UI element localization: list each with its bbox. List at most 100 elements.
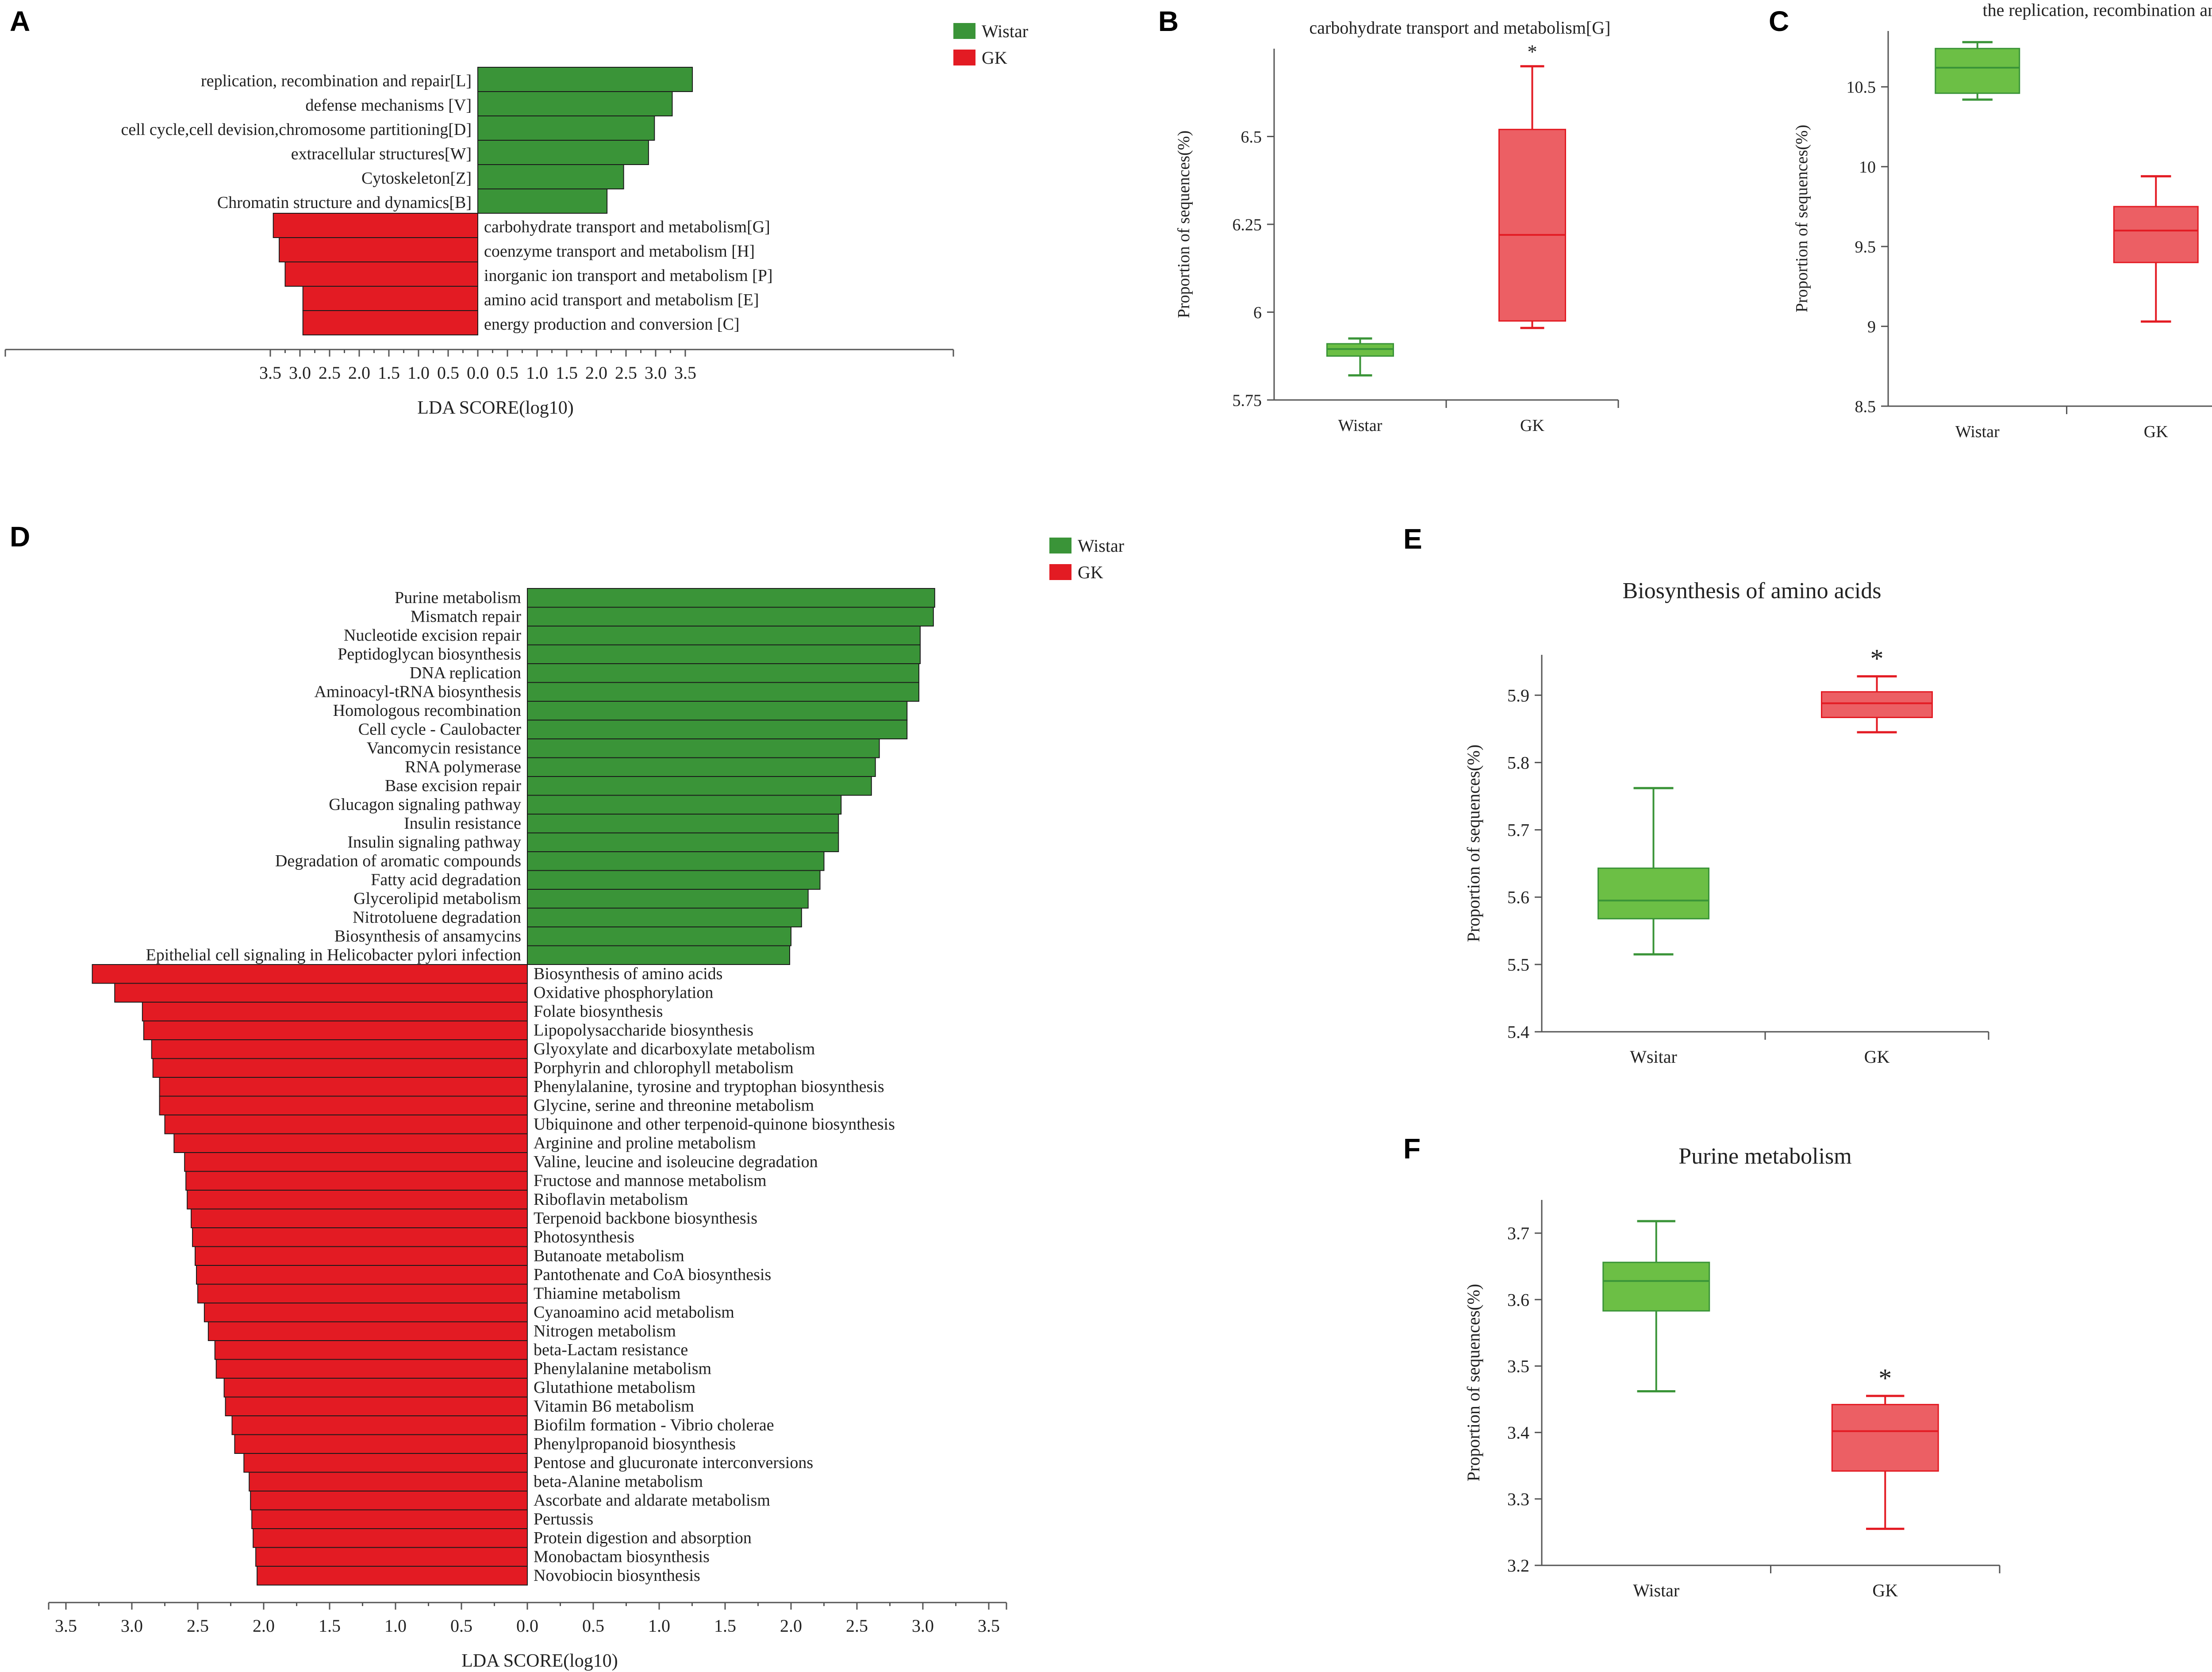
box-iqr xyxy=(1498,129,1566,322)
panel-letter-b: B xyxy=(1158,5,1179,37)
box-iqr xyxy=(1831,1404,1939,1472)
panel-e-boxplot: 5.4 5.5 5.6 5.7 5.8 5.9 Proportion of sequence… xyxy=(1463,578,1989,1067)
bar-label: Biosynthesis of amino acids xyxy=(534,965,722,983)
box-iqr xyxy=(2113,206,2199,263)
bar-label: beta-Lactam resistance xyxy=(534,1341,688,1359)
x-tick-label: 2.0 xyxy=(348,363,370,383)
bar-label: defense mechanisms [V] xyxy=(305,96,472,115)
bar-label: Arginine and proline metabolism xyxy=(534,1134,756,1153)
x-category-label: Wistar xyxy=(1633,1580,1679,1600)
bar-label: Riboflavin metabolism xyxy=(534,1190,688,1209)
x-tick-label: 2.5 xyxy=(187,1616,209,1636)
bar-gk xyxy=(197,1284,528,1303)
bar-label: extracellular structures[W] xyxy=(291,145,472,163)
bar-wistar xyxy=(477,115,655,141)
bar-wistar xyxy=(527,626,921,646)
significance-marker: * xyxy=(1870,644,1884,673)
y-tick-label: 3.6 xyxy=(1507,1290,1529,1310)
bar-label: Lipopolysaccharide biosynthesis xyxy=(534,1021,753,1040)
bar-gk xyxy=(152,1058,528,1078)
bar-wistar xyxy=(527,945,791,965)
bar-wistar xyxy=(527,719,908,739)
y-tick-label: 5.7 xyxy=(1507,820,1529,840)
bar-label: Porphyrin and chlorophyll metabolism xyxy=(534,1059,794,1077)
bar-gk xyxy=(164,1115,528,1134)
bar-wistar xyxy=(477,91,673,116)
x-tick-label: 3.0 xyxy=(912,1616,934,1636)
bar-label: Glucagon signaling pathway xyxy=(329,796,521,814)
y-tick-label: 3.3 xyxy=(1507,1489,1529,1509)
panel-b-boxplot: 5.75 6 6.25 6.5 Proportion of sequences(%) ca… xyxy=(1175,18,1619,435)
bar-label: coenzyme transport and metabolism [H] xyxy=(484,242,755,261)
bar-gk xyxy=(215,1359,528,1379)
bar-wistar xyxy=(527,776,872,796)
y-axis-label: Proportion of sequences(%) xyxy=(1175,131,1193,318)
bar-wistar xyxy=(527,757,876,777)
bar-gk xyxy=(279,237,478,262)
legend-swatch-gk xyxy=(1049,564,1071,580)
bar-wistar xyxy=(527,889,809,909)
x-tick-label: 1.5 xyxy=(378,363,400,383)
bar-gk xyxy=(207,1321,528,1341)
x-tick-label: 0.5 xyxy=(450,1616,472,1636)
x-axis-label: LDA SCORE(log10) xyxy=(417,398,574,418)
legend-label-gk: GK xyxy=(1078,562,1103,582)
bar-label: Mismatch repair xyxy=(411,607,521,626)
x-tick-label: 2.0 xyxy=(780,1616,802,1636)
bar-wistar xyxy=(527,832,839,852)
bar-gk xyxy=(243,1453,528,1473)
bar-label: Pentose and glucuronate interconversions xyxy=(534,1453,813,1472)
x-tick-label: 1.0 xyxy=(648,1616,670,1636)
bar-gk xyxy=(234,1434,528,1454)
bar-label: Chromatin structure and dynamics[B] xyxy=(217,193,472,212)
y-tick-label: 6.25 xyxy=(1233,215,1262,234)
bar-gk xyxy=(192,1227,528,1247)
bar-label: energy production and conversion [C] xyxy=(484,315,740,334)
x-tick-label: 1.5 xyxy=(556,363,578,383)
bar-gk xyxy=(253,1528,528,1548)
y-tick-label: 5.9 xyxy=(1507,685,1529,705)
bar-gk xyxy=(284,261,478,287)
box-iqr xyxy=(1598,867,1709,919)
panel-letter-d: D xyxy=(10,521,30,553)
bar-label: Terpenoid backbone biosynthesis xyxy=(534,1209,757,1228)
x-tick-label: 2.5 xyxy=(319,363,341,383)
x-tick-label: 1.0 xyxy=(384,1616,407,1636)
legend-swatch-wistar xyxy=(1049,538,1071,553)
bar-label: Aminoacyl-tRNA biosynthesis xyxy=(314,683,521,701)
bar-wistar xyxy=(527,738,880,758)
bar-label: cell cycle,cell devision,chromosome part… xyxy=(121,120,472,139)
bar-gk xyxy=(143,1020,528,1040)
bar-label: Cell cycle - Caulobacter xyxy=(358,720,522,739)
bar-label: DNA replication xyxy=(410,664,521,682)
bar-label: Glycerolipid metabolism xyxy=(353,889,521,908)
bar-wistar xyxy=(477,188,608,214)
bar-wistar xyxy=(527,663,920,683)
panel-a-lda-chart: replication, recombination and repair[L]… xyxy=(4,21,1028,418)
bar-gk xyxy=(302,286,478,311)
y-tick-label: 5.4 xyxy=(1507,1022,1529,1042)
y-tick-label: 5.5 xyxy=(1507,955,1529,975)
bar-label: Insulin resistance xyxy=(404,814,521,833)
bar-label: Homologous recombination xyxy=(333,701,521,720)
bar-label: Oxidative phosphorylation xyxy=(534,984,713,1002)
bar-gk xyxy=(195,1246,528,1266)
bar-label: Nucleotide excision repair xyxy=(344,626,521,645)
bar-wistar xyxy=(477,67,693,92)
legend-label-wistar: Wistar xyxy=(1078,536,1124,556)
legend-swatch-gk xyxy=(953,50,975,65)
legend-swatch-wistar xyxy=(953,23,975,39)
y-tick-label: 3.7 xyxy=(1507,1223,1529,1243)
x-tick-label: 3.5 xyxy=(978,1616,1000,1636)
y-tick-label: 6.5 xyxy=(1241,128,1262,146)
bar-label: Cyanoamino acid metabolism xyxy=(534,1303,734,1322)
bar-gk xyxy=(302,310,478,335)
x-category-label: GK xyxy=(2144,423,2168,441)
bar-label: amino acid transport and metabolism [E] xyxy=(484,291,759,309)
bar-label: Nitrotoluene degradation xyxy=(353,908,521,927)
bar-gk xyxy=(187,1190,528,1210)
bar-label: Phenylalanine, tyrosine and tryptophan b… xyxy=(534,1077,884,1096)
bar-gk xyxy=(142,1002,528,1022)
panel-letter-f: F xyxy=(1403,1133,1421,1165)
